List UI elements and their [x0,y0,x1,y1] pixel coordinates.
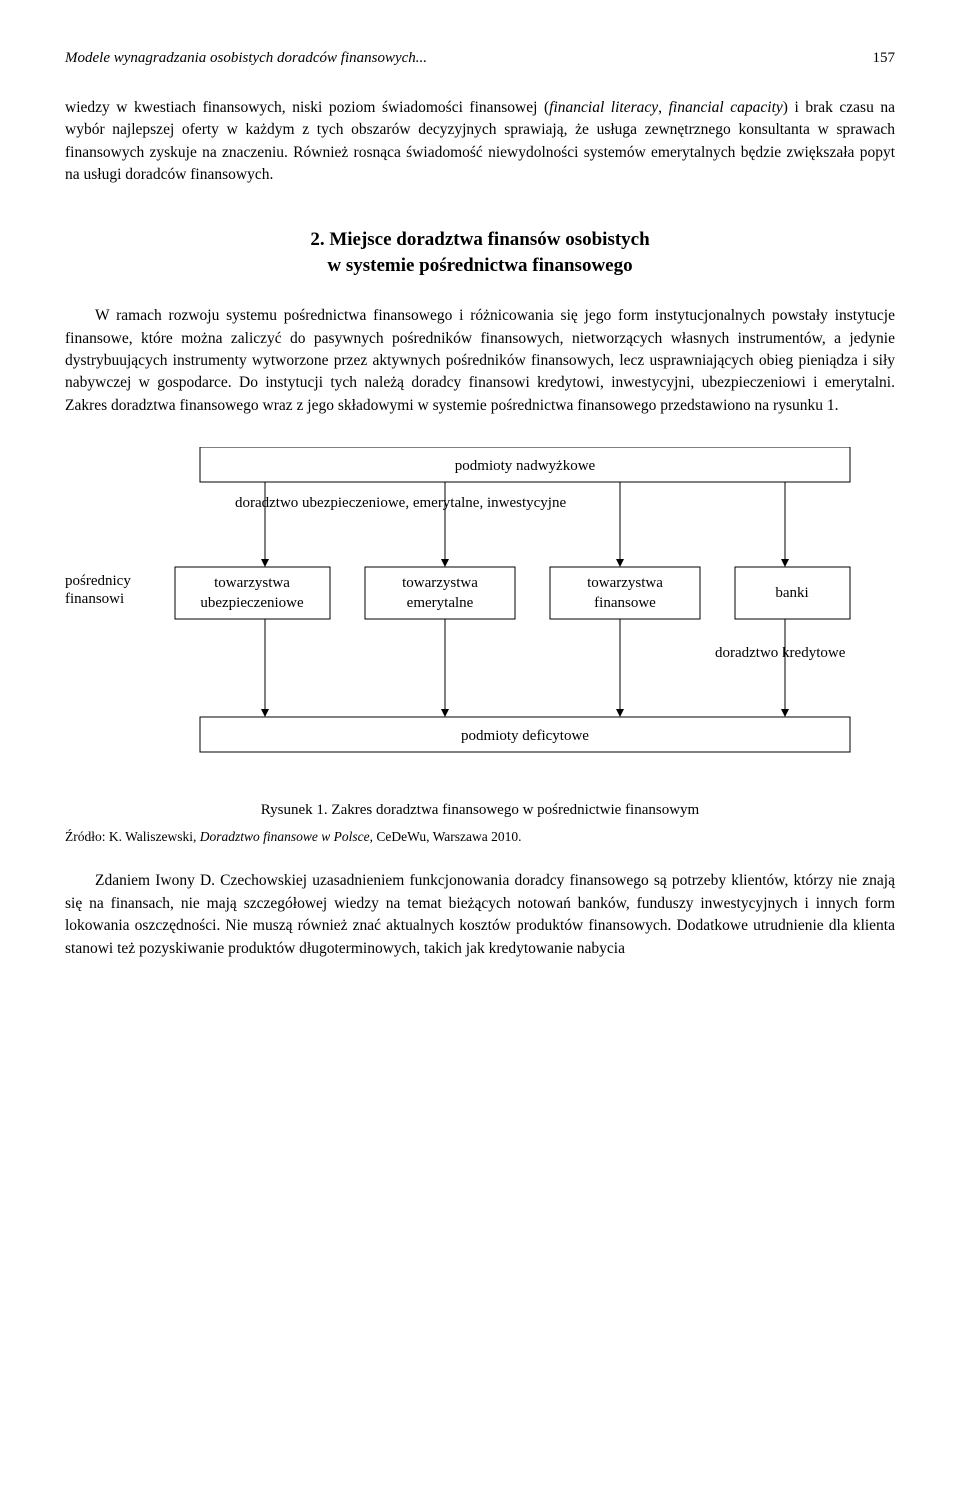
diagram-top-box: podmioty nadwyżkowe [455,458,596,474]
svg-text:towarzystwa: towarzystwa [402,575,478,591]
section-heading: 2. Miejsce doradztwa finansów osobistych… [65,227,895,280]
diagram-label-right: doradztwo kredytowe [715,645,846,661]
svg-text:towarzystwa: towarzystwa [587,575,663,591]
diagram-side-label-1: pośrednicy [65,573,131,589]
svg-text:emerytalne: emerytalne [407,595,474,611]
paragraph-1: wiedzy w kwestiach finansowych, niski po… [65,97,895,187]
page-number: 157 [873,50,896,67]
svg-text:ubezpieczeniowe: ubezpieczeniowe [200,595,304,611]
para1-text: wiedzy w kwestiach finansowych, niski po… [65,99,895,183]
svg-text:towarzystwa: towarzystwa [214,575,290,591]
paragraph-2: W ramach rozwoju systemu pośrednictwa fi… [65,305,895,417]
header-title: Modele wynagradzania osobistych doradców… [65,50,427,67]
source-citation: Źródło: K. Waliszewski, Doradztwo finans… [65,829,895,845]
diagram-bottom-box: podmioty deficytowe [461,728,589,744]
paragraph-3: Zdaniem Iwony D. Czechowskiej uzasadnien… [65,870,895,960]
heading-line2: w systemie pośrednictwa finansowego [327,255,632,276]
figure-caption: Rysunek 1. Zakres doradztwa finansowego … [65,802,895,819]
diagram-side-label-2: finansowi [65,591,124,607]
flowchart-diagram: podmioty nadwyżkowe doradztwo ubezpiecze… [65,447,895,787]
diagram-box-4: banki [775,585,808,601]
page-header: Modele wynagradzania osobistych doradców… [65,50,895,67]
svg-text:finansowe: finansowe [594,595,656,611]
heading-line1: Miejsce doradztwa finansów osobistych [329,229,649,250]
heading-number: 2. [310,229,324,250]
diagram-label-top: doradztwo ubezpieczeniowe, emerytalne, i… [235,495,566,511]
